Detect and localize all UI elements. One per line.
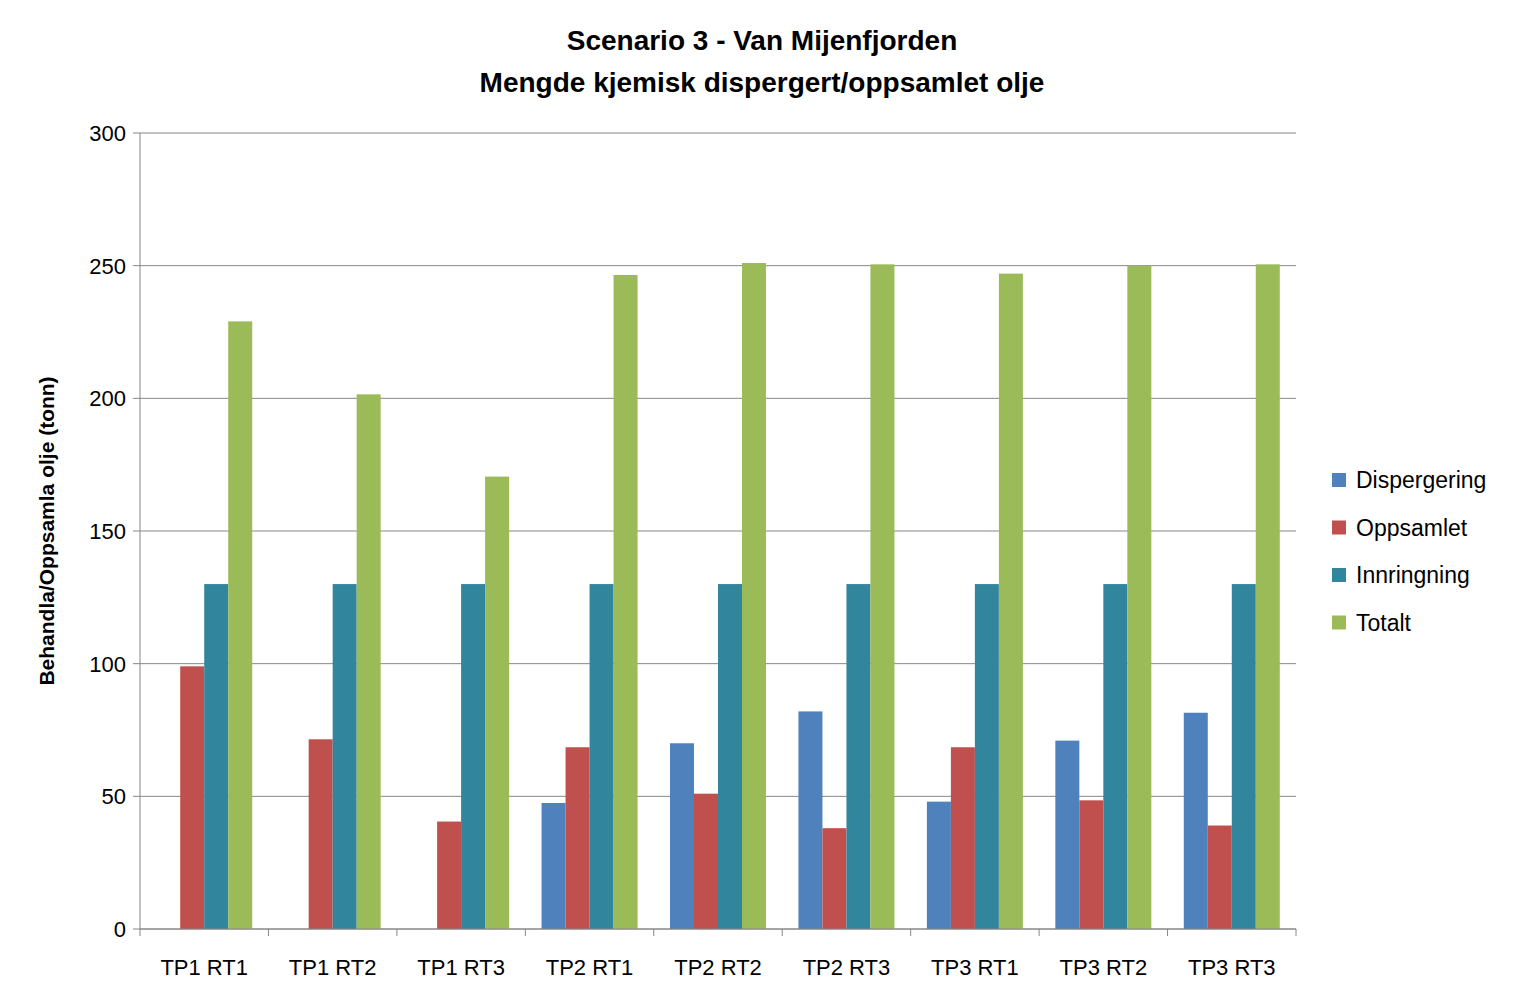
tick-mark — [133, 796, 140, 797]
bar — [309, 739, 333, 929]
bar — [670, 743, 694, 929]
grid-line — [140, 133, 1296, 134]
tick-mark — [133, 663, 140, 664]
tick-label: 100 — [89, 652, 126, 677]
x-tick — [525, 929, 526, 936]
tick-label: 0 — [114, 917, 126, 942]
grid-line — [140, 265, 1296, 266]
bar — [437, 822, 461, 929]
bar — [694, 794, 718, 929]
legend-label: Dispergering — [1356, 467, 1486, 493]
bar — [590, 584, 614, 929]
bar — [204, 584, 228, 929]
bar — [180, 666, 204, 929]
bar — [951, 747, 975, 929]
bar — [542, 803, 566, 929]
tick-label: 300 — [89, 121, 126, 146]
tick-mark — [133, 398, 140, 399]
bar — [846, 584, 870, 929]
tick-label: 200 — [89, 386, 126, 411]
bar — [870, 264, 894, 929]
bars — [180, 263, 1280, 929]
chart: Scenario 3 - Van Mijenfjorden Mengde kjem… — [0, 0, 1527, 998]
subtitle: Mengde kjemisk dispergert/oppsamlet olje — [480, 67, 1045, 98]
legend-label: Totalt — [1356, 610, 1412, 636]
legend-swatch — [1332, 473, 1346, 487]
x-tick — [910, 929, 911, 936]
bar — [614, 275, 638, 929]
tick-label: TP2 RT3 — [803, 955, 891, 980]
tick-label: 150 — [89, 519, 126, 544]
title: Scenario 3 - Van Mijenfjorden — [567, 25, 958, 56]
tick-label: TP1 RT2 — [289, 955, 377, 980]
bar — [1079, 800, 1103, 929]
bar — [566, 747, 590, 929]
tick-label: TP3 RT3 — [1188, 955, 1276, 980]
grid-line — [140, 398, 1296, 399]
legend-swatch — [1332, 568, 1346, 582]
tick-label: TP1 RT3 — [417, 955, 505, 980]
bar — [798, 711, 822, 929]
legend-label: Oppsamlet — [1356, 515, 1468, 541]
legend-swatch — [1332, 616, 1346, 630]
tick-mark — [133, 929, 140, 930]
grid-line — [140, 531, 1296, 532]
tick-label: TP1 RT1 — [160, 955, 248, 980]
x-tick — [782, 929, 783, 936]
x-tick — [1167, 929, 1168, 936]
tick-label: TP2 RT2 — [674, 955, 762, 980]
bar — [461, 584, 485, 929]
legend-swatch — [1332, 521, 1346, 535]
bar — [1256, 264, 1280, 929]
x-tick — [1039, 929, 1040, 936]
tick-mark — [133, 265, 140, 266]
bar — [485, 477, 509, 929]
tick-mark — [133, 133, 140, 134]
bar — [228, 321, 252, 929]
tick-label: TP3 RT2 — [1060, 955, 1148, 980]
bar — [999, 274, 1023, 929]
tick-label: 250 — [89, 254, 126, 279]
bar — [1055, 741, 1079, 929]
bar — [718, 584, 742, 929]
bar — [975, 584, 999, 929]
x-tick — [653, 929, 654, 936]
tick-label: 50 — [102, 784, 126, 809]
bar — [927, 802, 951, 929]
x-tick — [396, 929, 397, 936]
x-axis — [140, 929, 1296, 930]
bar — [1208, 826, 1232, 929]
tick-label: TP2 RT1 — [546, 955, 634, 980]
bar — [1184, 713, 1208, 929]
bar — [1232, 584, 1256, 929]
tick-mark — [133, 531, 140, 532]
tick-label: TP3 RT1 — [931, 955, 1019, 980]
grid-line — [140, 929, 1296, 930]
x-tick — [140, 929, 141, 936]
x-tick — [268, 929, 269, 936]
y-axis — [140, 133, 141, 929]
legend-label: Innringning — [1356, 562, 1470, 588]
bar — [357, 394, 381, 929]
bar — [333, 584, 357, 929]
axis-label: Behandla/Oppsamla olje (tonn) — [35, 376, 58, 685]
bar — [1103, 584, 1127, 929]
bar — [1127, 266, 1151, 929]
x-tick — [1296, 929, 1297, 936]
bar — [742, 263, 766, 929]
bar — [822, 828, 846, 929]
